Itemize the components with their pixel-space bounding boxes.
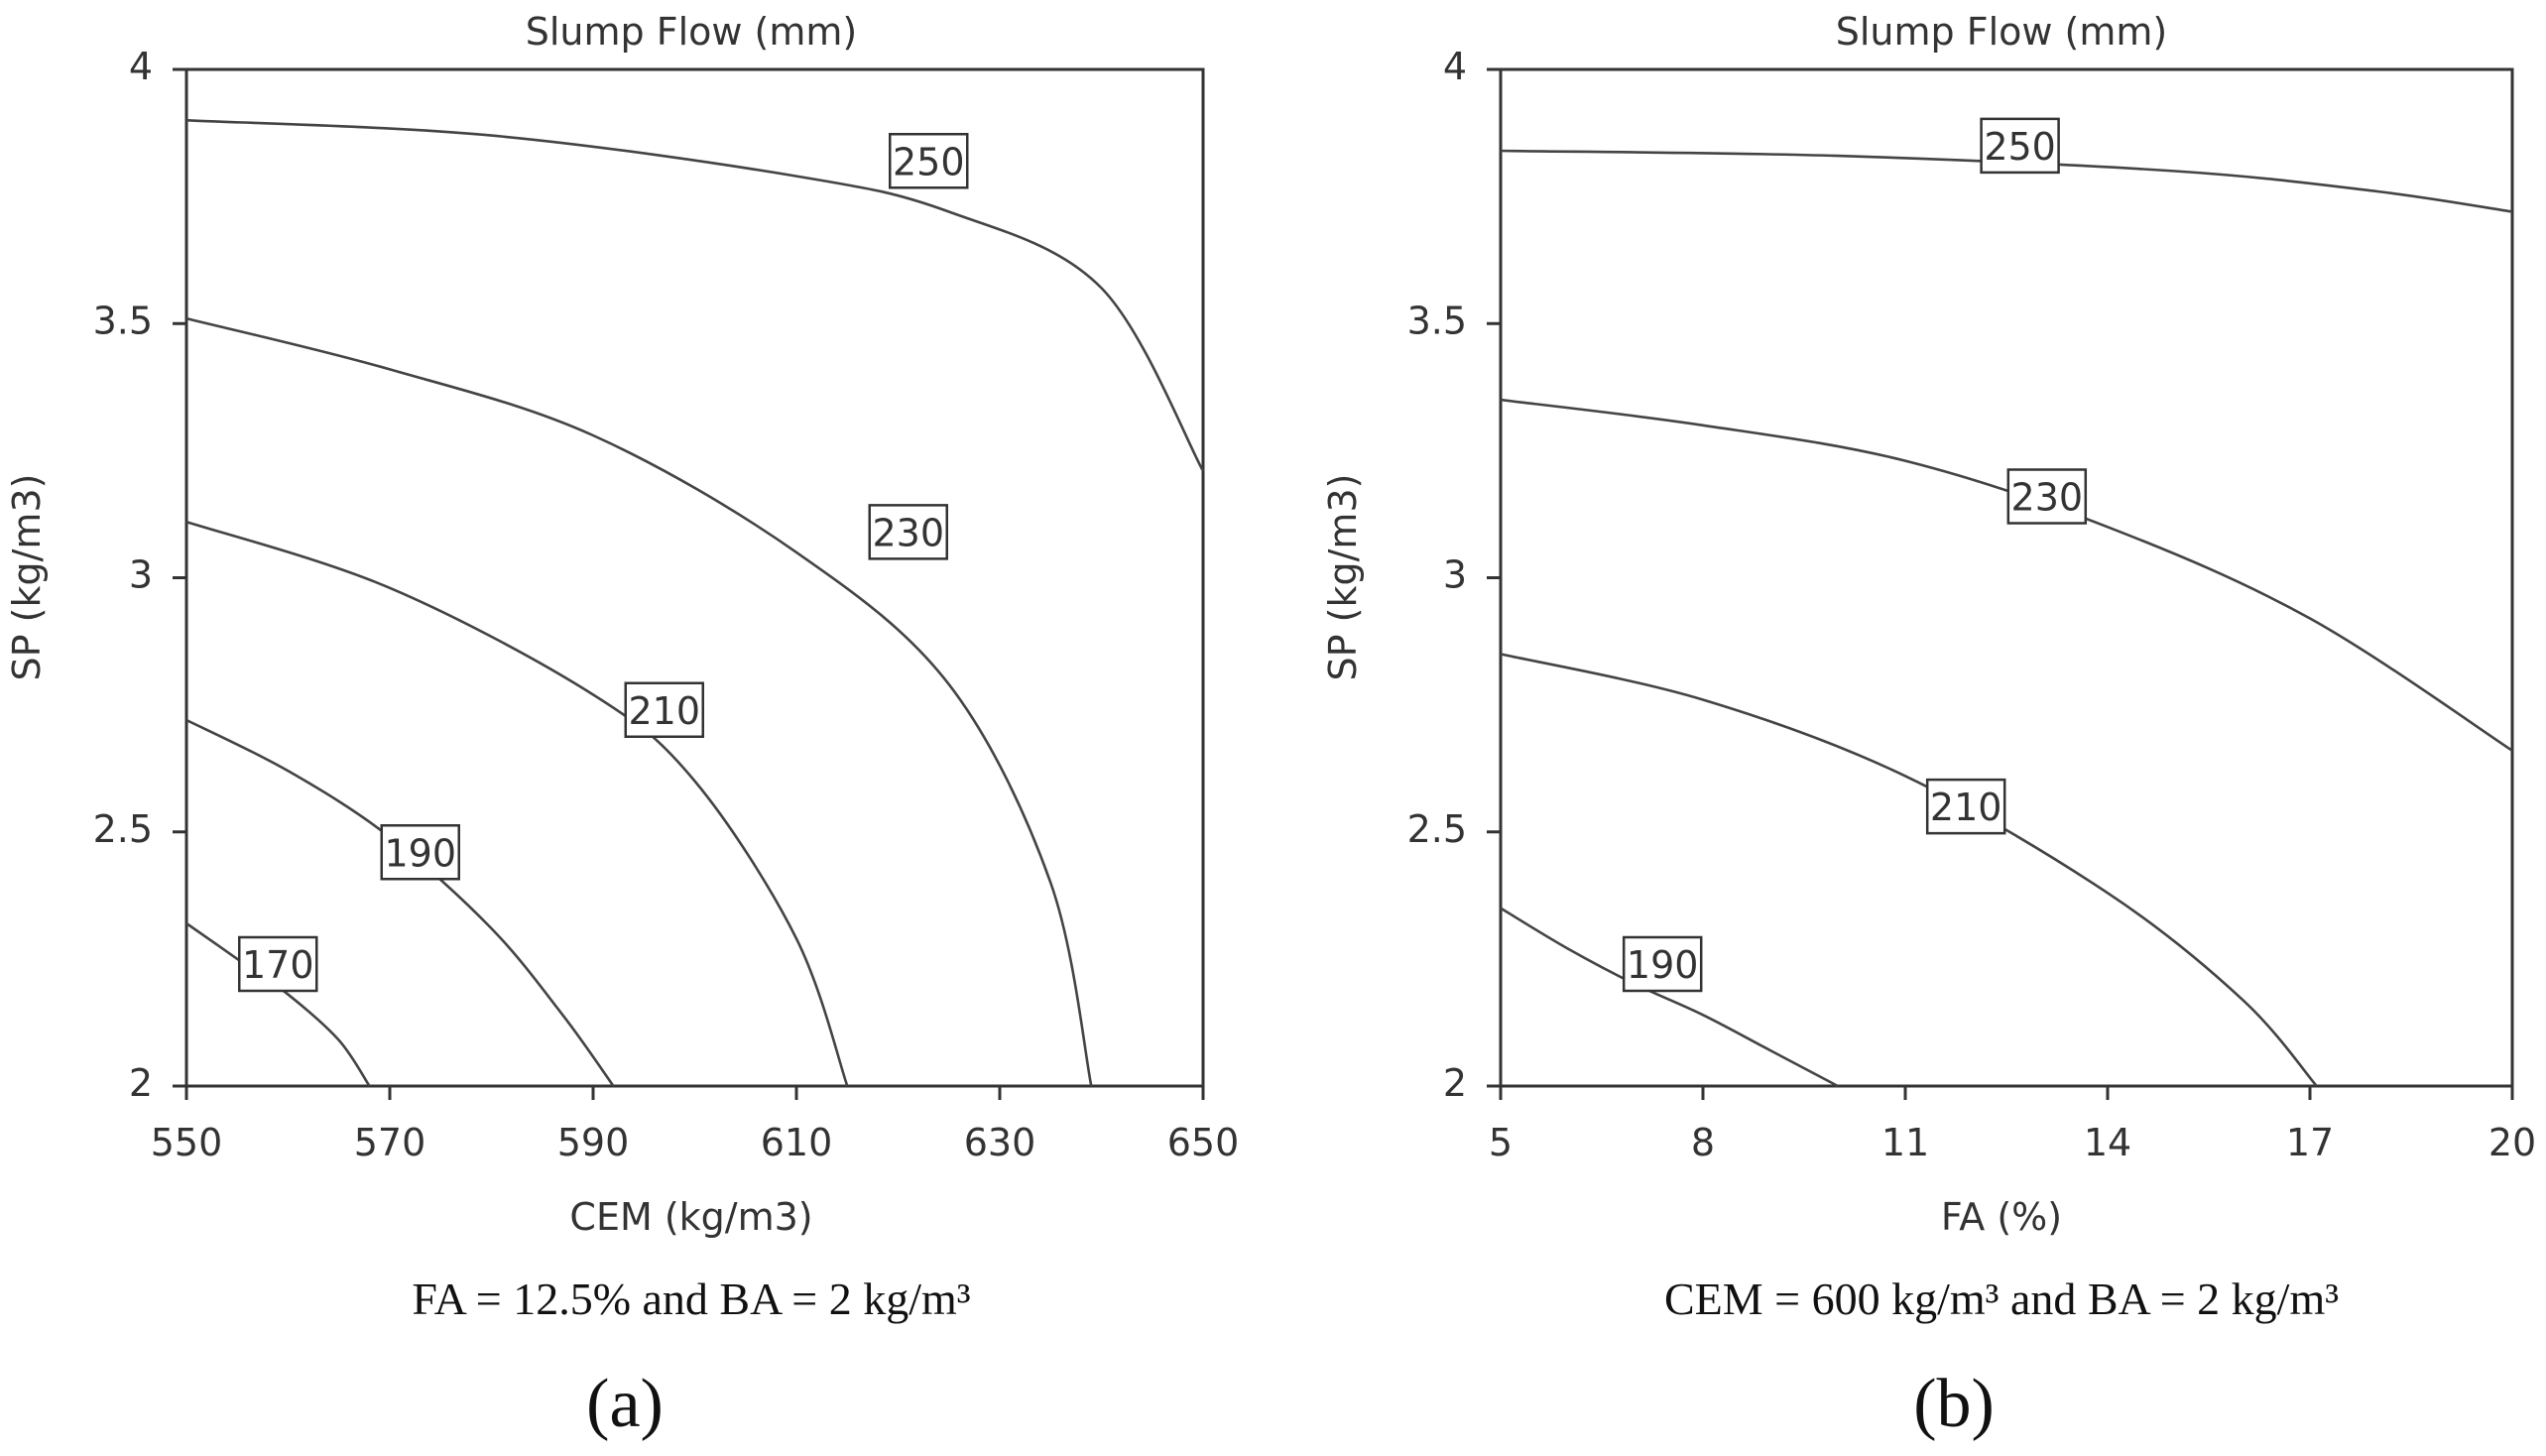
- y-tick-label: 2.5: [93, 807, 153, 851]
- contour-line-230: [185, 316, 1093, 1087]
- contour-label-190: 190: [1622, 935, 1703, 993]
- contour-label-box: [380, 824, 460, 881]
- y-tick-label: 2: [129, 1061, 153, 1105]
- contour-label-text: 230: [2011, 476, 2084, 520]
- y-tick-label: 3.5: [1407, 299, 1467, 342]
- contour-label-text: 250: [1984, 125, 2056, 169]
- contour-label-text: 210: [628, 689, 700, 733]
- contour-label-230: 230: [2006, 468, 2088, 525]
- panel-b-plot-frame: [1499, 67, 2514, 1088]
- contour-line-210: [185, 520, 849, 1087]
- contour-label-box: [2006, 468, 2088, 525]
- contour-label-190: 190: [380, 824, 460, 881]
- panel-b: Slump Flow (mm) 5 8 11 14 17 20 2 2.5 3 3.5 4 190 2…: [1321, 10, 2536, 1442]
- y-tick-label: 3: [1443, 553, 1467, 597]
- y-tick-label: 4: [1443, 45, 1467, 88]
- contour-label-text: 230: [872, 511, 944, 554]
- contour-label-250: 250: [889, 133, 969, 189]
- panel-a-x-axis-label: CEM (kg/m3): [569, 1195, 812, 1239]
- y-tick-label: 2.5: [1407, 807, 1467, 851]
- y-tick-label: 2: [1443, 1061, 1467, 1105]
- x-tick-label: 630: [964, 1121, 1036, 1164]
- x-tick-label: 610: [761, 1121, 833, 1164]
- contour-label-box: [238, 935, 318, 993]
- panel-a-plot-frame: [184, 67, 1205, 1088]
- contour-label-text: 190: [1627, 943, 1699, 987]
- y-tick-label: 3: [129, 553, 153, 597]
- x-tick-label: 5: [1489, 1121, 1513, 1164]
- contour-label-text: 210: [1930, 786, 2002, 829]
- contour-label-text: 170: [242, 943, 314, 987]
- x-tick-label: 590: [557, 1121, 630, 1164]
- y-tick-label: 4: [129, 45, 153, 88]
- contour-label-250: 250: [1980, 117, 2060, 175]
- panel-b-title: Slump Flow (mm): [1836, 10, 2168, 54]
- contour-label-text: 190: [384, 831, 456, 875]
- y-tick-label: 3.5: [93, 299, 153, 342]
- x-tick-label: 14: [2084, 1121, 2131, 1164]
- panel-b-contour-labels: 190 210 230 250: [1622, 117, 2088, 993]
- panel-a-title: Slump Flow (mm): [526, 10, 858, 54]
- contour-line-190: [1500, 907, 1839, 1088]
- contour-label-box: [1925, 778, 2006, 835]
- contour-label-170: 170: [238, 935, 318, 993]
- contour-line-190: [185, 718, 615, 1087]
- contour-label-box: [1980, 117, 2060, 175]
- contour-label-210: 210: [1925, 778, 2006, 835]
- panel-a-y-axis-label: SP (kg/m3): [5, 474, 49, 681]
- contour-label-text: 250: [893, 140, 965, 183]
- panel-b-letter: (b): [1913, 1366, 1995, 1442]
- x-tick-label: 550: [151, 1121, 223, 1164]
- panel-b-y-axis-label: SP (kg/m3): [1321, 474, 1365, 681]
- panel-a-contours: [185, 119, 1205, 1087]
- x-tick-label: 20: [2488, 1121, 2536, 1164]
- contour-label-box: [889, 133, 969, 189]
- contour-line-170: [185, 921, 371, 1087]
- contour-line-230: [1500, 398, 2513, 752]
- panel-a-caption: FA = 12.5% and BA = 2 kg/m³: [412, 1274, 970, 1324]
- contour-label-230: 230: [868, 504, 948, 560]
- contour-line-250: [1500, 149, 2513, 213]
- panel-b-x-axis-label: FA (%): [1941, 1195, 2062, 1239]
- panel-b-ticks: 5 8 11 14 17 20 2 2.5 3 3.5 4: [1407, 45, 2537, 1164]
- contour-line-210: [1500, 653, 2318, 1087]
- panel-a-ticks: 550 570 590 610 630 650 2 2.5 3 3.5 4: [93, 45, 1240, 1164]
- contour-label-box: [868, 504, 948, 560]
- x-tick-label: 650: [1167, 1121, 1240, 1164]
- panel-a: Slump Flow (mm) 550 570 590 610 630 650 2 2.5 3 3…: [5, 10, 1239, 1442]
- contour-label-210: 210: [624, 681, 704, 738]
- panel-a-contour-labels: 170 190 210 230 250: [238, 133, 969, 993]
- panel-b-caption: CEM = 600 kg/m³ and BA = 2 kg/m³: [1664, 1274, 2339, 1324]
- contour-label-box: [624, 681, 704, 738]
- x-tick-label: 8: [1691, 1121, 1715, 1164]
- contour-label-box: [1622, 935, 1703, 993]
- panel-a-letter: (a): [586, 1366, 664, 1442]
- x-tick-label: 570: [354, 1121, 426, 1164]
- x-tick-label: 17: [2286, 1121, 2334, 1164]
- contour-line-250: [185, 119, 1205, 472]
- x-tick-label: 11: [1881, 1121, 1929, 1164]
